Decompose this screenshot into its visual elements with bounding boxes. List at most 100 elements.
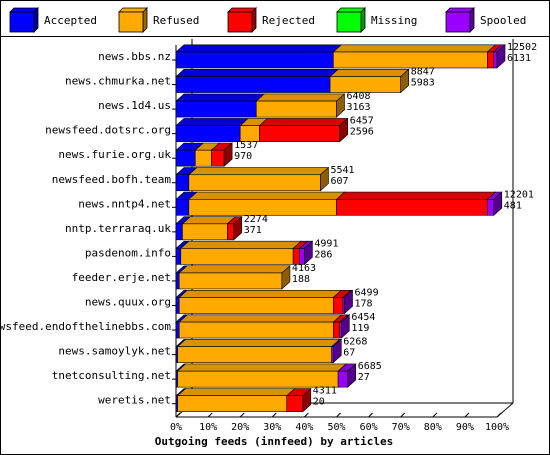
- bar-side-face: [400, 68, 410, 94]
- bar-total-label: 12502: [507, 42, 537, 53]
- legend-swatch-spooled: [445, 11, 471, 33]
- x-tick-label: 60%: [360, 422, 378, 433]
- category-label: news.samoylyk.net: [58, 345, 171, 358]
- bar-segment-refused: [329, 69, 410, 93]
- bar-side-face: [344, 289, 353, 315]
- category-label: newsfeed.bofh.team: [52, 173, 172, 186]
- bar-side-face: [332, 338, 342, 364]
- bar-second-label: 5983: [411, 78, 435, 89]
- bar-segment-refused: [176, 388, 296, 413]
- x-tick-label: 30%: [263, 422, 281, 433]
- bar-side-face: [336, 93, 345, 118]
- bar-segment-accepted: [175, 118, 249, 142]
- x-tick-label: 50%: [327, 422, 345, 433]
- bar-total-label: 6499: [355, 288, 379, 299]
- bar-segment-refused: [188, 191, 346, 216]
- legend-swatch-missing: [336, 11, 362, 33]
- bar-segment-accepted: [175, 142, 205, 167]
- bar-segment-refused: [176, 339, 341, 363]
- bar-second-label: 607: [330, 176, 348, 187]
- legend-item-missing: Missing: [336, 7, 417, 33]
- bar-total-label: 1537: [234, 140, 258, 151]
- bar-second-label: 20: [313, 397, 325, 408]
- legend-item-rejected: Rejected: [227, 7, 315, 33]
- bar-segment-refused: [188, 167, 330, 192]
- category-label: news.bbs.nz: [98, 50, 171, 63]
- bar-total-label: 4163: [292, 263, 316, 274]
- bar-second-label: 286: [314, 249, 332, 260]
- bar-side-face: [496, 44, 506, 69]
- bar-total-label: 6685: [358, 361, 382, 372]
- bar-second-label: 970: [234, 151, 252, 162]
- legend-label-spooled: Spooled: [480, 14, 526, 27]
- bar-side-face: [281, 265, 291, 290]
- legend-label-accepted: Accepted: [44, 14, 97, 27]
- bar-second-label: 6131: [507, 53, 531, 64]
- bar-segment-accepted: [175, 216, 192, 241]
- x-tick-mark: [304, 412, 309, 418]
- plot-area: 0% 10% 20% 30% 40% 50% 60% 70% 80% 90% 100% news.bb…: [0, 39, 537, 433]
- bar-side-face: [233, 215, 243, 241]
- x-tick-mark: [239, 412, 245, 418]
- x-tick-label: 100%: [485, 422, 509, 433]
- category-label: news.quux.org: [85, 296, 171, 309]
- bar-segment-refused: [239, 118, 269, 142]
- x-tick-label: 0%: [170, 422, 182, 433]
- category-label: weretis.net: [98, 394, 171, 407]
- bar-segment-rejected: [210, 142, 233, 167]
- bar-segment-refused: [332, 44, 497, 69]
- legend-label-missing: Missing: [371, 14, 417, 27]
- x-tick-mark: [175, 412, 181, 418]
- x-tick-mark: [496, 412, 502, 418]
- bar-total-label: 6454: [351, 312, 375, 323]
- bar-second-label: 27: [358, 372, 370, 383]
- bar-segment-refused: [178, 265, 291, 290]
- x-tick-label: 10%: [199, 422, 217, 433]
- bar-total-label: 6457: [350, 116, 374, 127]
- bar-second-label: 3163: [347, 102, 371, 113]
- legend-label-rejected: Rejected: [262, 14, 315, 27]
- bar-side-face: [302, 387, 312, 413]
- bar-segment-rejected: [335, 191, 497, 216]
- bar-segment-accepted: [175, 44, 343, 69]
- bar-total-label: 6268: [343, 337, 367, 348]
- category-label: newsfeed.dotsrc.org: [45, 124, 171, 137]
- bar-segment-accepted: [175, 93, 266, 118]
- legend-swatch-refused: [118, 11, 144, 33]
- bar-second-label: 2596: [350, 127, 374, 138]
- legend-item-accepted: Accepted: [9, 7, 97, 33]
- x-tick-mark: [271, 412, 277, 418]
- x-tick-label: 40%: [295, 422, 313, 433]
- bar-total-label: 4311: [313, 386, 337, 397]
- category-label: news.1d4.us: [98, 99, 171, 112]
- legend: Accepted Refused Rejected Missing Spooled: [9, 7, 526, 33]
- bar-segment-rejected: [258, 118, 349, 142]
- bar-segment-refused: [178, 289, 343, 314]
- x-tick-mark: [368, 412, 373, 418]
- bar-segment-refused: [178, 314, 343, 339]
- x-tick-label: 90%: [456, 422, 474, 433]
- bar-segment-refused: [180, 240, 302, 265]
- bar-side-face: [223, 142, 233, 167]
- bar-segment-accepted: [175, 69, 339, 93]
- bar-second-label: 188: [292, 274, 310, 285]
- x-tick-mark: [432, 412, 438, 418]
- x-tick-mark: [464, 412, 470, 418]
- bar-total-label: 4991: [314, 238, 338, 249]
- bar-second-label: 371: [244, 225, 262, 236]
- bar-total-label: 6408: [347, 91, 371, 102]
- bar-side-face: [493, 191, 503, 216]
- x-tick-label: 70%: [392, 422, 410, 433]
